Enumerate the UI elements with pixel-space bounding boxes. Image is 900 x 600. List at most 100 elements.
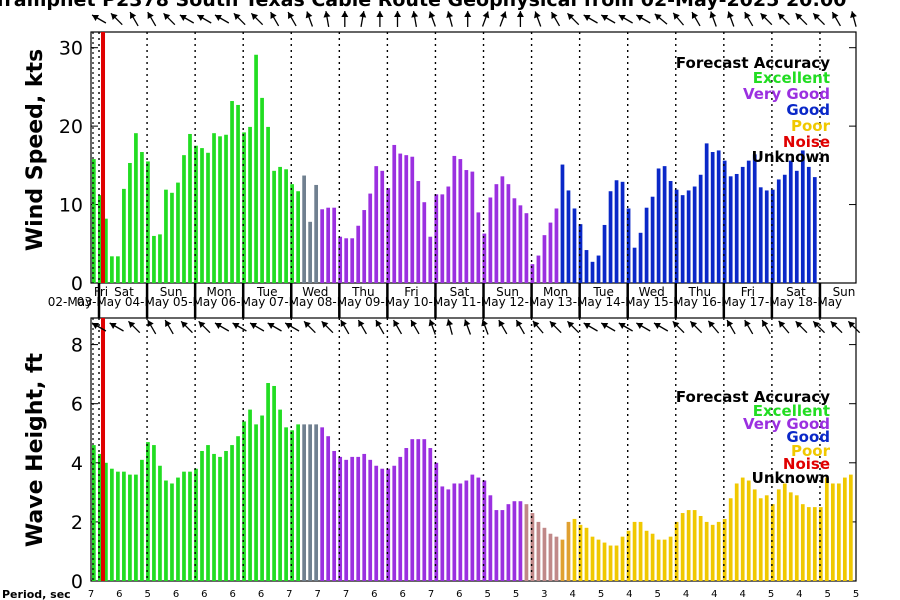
wave-bar [812,507,817,581]
wind-bar [494,184,499,283]
wave-bar [176,477,180,581]
wind-bar [632,247,637,283]
wave-bar [560,539,565,581]
wave-bar [794,495,799,581]
wave-bar [368,459,373,581]
wave-direction-arrow [672,320,685,334]
wind-bar [368,193,373,283]
wave-bar [524,504,529,581]
wind-bar [620,181,625,283]
wave-direction-arrow [744,319,754,335]
period-value: 7 [286,589,292,600]
wind-bar [566,190,571,283]
wind-direction-arrow [550,11,561,27]
wind-bar [728,176,733,283]
wind-bar [170,192,174,283]
wave-bar [248,409,252,581]
wind-bar [506,184,511,283]
wave-bar [458,483,463,581]
wind-bar [416,181,421,283]
wind-bar [584,250,589,283]
wave-direction-arrow [653,322,669,332]
wind-bar [98,195,102,283]
wind-bar [596,255,601,283]
wind-bar [248,126,252,283]
wave-bar [740,477,745,581]
wind-direction-arrow [534,11,542,27]
wind-bar [806,166,811,283]
wave-direction-arrow [726,319,736,335]
wind-bar [464,170,469,283]
wave-direction-arrow [410,319,420,335]
wave-bar [278,409,282,581]
wind-direction-arrow [163,12,176,26]
wind-bar [530,264,535,283]
wave-bar [212,453,216,581]
wind-bar [272,170,276,283]
wave-bar [386,468,391,581]
wind-direction-arrow [654,13,668,25]
wind-bar [674,189,679,283]
wave-bar [692,510,697,581]
wave-bar [410,439,415,581]
wave-bar [620,536,625,581]
wind-bar [392,144,397,283]
wave-bar [140,459,144,581]
day-label: Sat [786,285,806,299]
wind-bar [764,190,769,283]
wave-bar [170,483,174,581]
wave-bar [194,468,198,581]
wave-bar [104,462,108,581]
wind-bar [380,170,385,283]
wind-direction-arrow [446,11,454,27]
wind-bar [290,184,294,283]
wave-bar [572,518,577,581]
wave-direction-arrow [618,322,633,332]
wind-bar [356,225,361,283]
wave-bar [554,536,559,581]
wind-bar [224,134,228,283]
day-label: Fri [741,285,755,299]
wave-bar [218,456,222,581]
wave-bar [128,474,132,581]
wave-bar [254,424,258,581]
wind-bar [650,196,655,283]
wind-direction-arrow [618,14,633,24]
wave-bar [374,465,379,581]
wave-bar [830,483,835,581]
wave-direction-arrow [446,319,454,335]
wave-bar [296,424,300,581]
wind-direction-arrow [411,11,419,27]
wind-bar [470,171,475,283]
wave-bar [518,501,523,581]
wind-bar [398,153,403,283]
wind-ytick-label: 30 [59,38,83,60]
day-label: Wed [302,285,328,299]
wind-direction-arrow [250,12,264,26]
wind-bar [800,150,805,283]
wave-bar [290,430,294,581]
wave-bar [500,510,505,581]
wind-bar [716,150,721,283]
wind-bar [542,235,547,283]
wave-bar [800,504,805,581]
wave-bar [710,524,715,581]
wave-height-panel: Wave Height, ft 0 2 4 6 8 [23,317,861,593]
wind-bar [602,224,607,283]
wind-bar [122,188,126,284]
wave-bar [92,445,96,581]
wave-direction-arrow [600,322,616,332]
legend-top: Forecast Accuracy Excellent Very Good Go… [676,54,831,166]
wave-bar [164,480,168,581]
wave-bar [338,456,343,581]
wave-direction-arrow [549,320,562,334]
wave-bar [734,483,739,581]
wave-bar [302,424,306,581]
wind-direction-arrow [359,11,367,27]
wind-direction-arrow [566,12,580,26]
wave-direction-arrow [198,320,211,334]
wave-direction-arrow [357,319,367,335]
period-value: 6 [230,589,236,600]
wind-bar [308,221,312,283]
